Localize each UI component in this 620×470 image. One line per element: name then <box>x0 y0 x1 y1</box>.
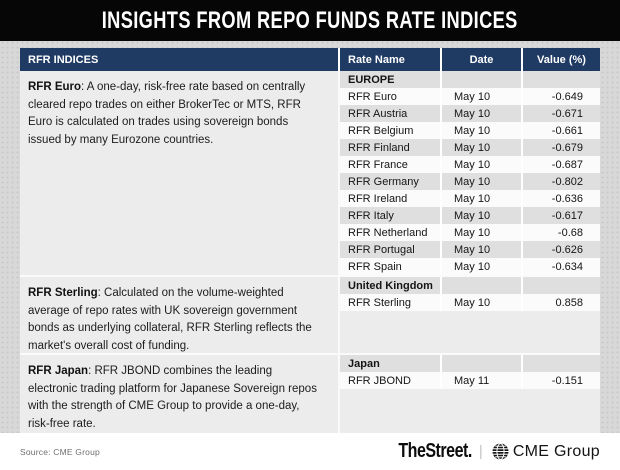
section-united-kingdom: RFR Sterling: Calculated on the volume-w… <box>20 275 600 353</box>
date-cell: May 10 <box>440 156 521 173</box>
group-label: United Kingdom <box>348 279 433 292</box>
rate-name-cell: RFR Portugal <box>348 243 415 256</box>
empty-filler <box>340 311 600 353</box>
rfr-indices-table: RFR INDICES Rate Name Date Value (%) RFR… <box>20 48 600 433</box>
value-cell: -0.802 <box>521 173 600 190</box>
date-cell: May 10 <box>440 294 521 311</box>
value-cell: 0.858 <box>521 294 600 311</box>
column-header-date: Date <box>440 48 521 71</box>
group-value-cell <box>521 277 600 294</box>
title-banner: INSIGHTS FROM REPO FUNDS RATE INDICES <box>0 0 620 41</box>
value-cell: -0.649 <box>521 88 600 105</box>
group-label: Japan <box>348 357 380 370</box>
footer-logos: TheStreet. | CME Group <box>380 440 600 463</box>
date-cell: May 10 <box>440 224 521 241</box>
column-header-value: Value (%) <box>521 48 600 71</box>
group-header-row-uk: United Kingdom <box>340 277 600 294</box>
table-row: RFR Spain May 10 -0.634 <box>340 258 600 275</box>
page-title: INSIGHTS FROM REPO FUNDS RATE INDICES <box>101 6 519 34</box>
rate-name-cell: RFR Finland <box>348 141 410 154</box>
description-rfr-japan: RFR Japan: RFR JBOND combines the leadin… <box>20 355 338 433</box>
source-note: Source: CME Group <box>20 446 100 457</box>
date-cell: May 10 <box>440 241 521 258</box>
date-cell: May 10 <box>440 122 521 139</box>
value-cell: -0.151 <box>521 372 600 389</box>
table-row: RFR Germany May 10 -0.802 <box>340 173 600 190</box>
logo-separator: | <box>478 443 483 460</box>
value-cell: -0.634 <box>521 258 600 275</box>
description-rfr-sterling: RFR Sterling: Calculated on the volume-w… <box>20 277 338 353</box>
column-header-rfr-indices: RFR INDICES <box>20 48 338 71</box>
date-cell: May 10 <box>440 258 521 275</box>
group-value-cell <box>521 71 600 88</box>
group-value-cell <box>521 355 600 372</box>
table-area: RFR INDICES Rate Name Date Value (%) RFR… <box>0 41 620 433</box>
rate-name-cell: RFR JBOND <box>348 374 411 387</box>
table-row: RFR Netherland May 10 -0.68 <box>340 224 600 241</box>
description-label-rfr-euro: RFR Euro <box>28 81 82 93</box>
table-row: RFR France May 10 -0.687 <box>340 156 600 173</box>
table-row: RFR Italy May 10 -0.617 <box>340 207 600 224</box>
value-cell: -0.661 <box>521 122 600 139</box>
group-header-row-japan: Japan <box>340 355 600 372</box>
description-text-rfr-sterling: : Calculated on the volume-weighted aver… <box>28 287 312 352</box>
table-row: RFR Euro May 10 -0.649 <box>340 88 600 105</box>
thestreet-logo: TheStreet. <box>398 440 472 462</box>
rate-name-cell: RFR Sterling <box>348 296 411 309</box>
rate-name-cell: RFR Germany <box>348 175 419 188</box>
rate-name-cell: RFR Ireland <box>348 192 408 205</box>
rate-name-cell: RFR Euro <box>348 90 397 103</box>
date-cell: May 10 <box>440 88 521 105</box>
rate-name-cell: RFR Italy <box>348 209 394 222</box>
footer: Source: CME Group TheStreet. | CME <box>0 433 620 470</box>
section-europe: RFR Euro: A one-day, risk-free rate base… <box>20 71 600 275</box>
date-cell: May 10 <box>440 207 521 224</box>
description-text-rfr-japan: : RFR JBOND combines the leading electro… <box>28 365 317 430</box>
rate-name-cell: RFR France <box>348 158 408 171</box>
group-label: EUROPE <box>348 73 395 86</box>
value-cell: -0.68 <box>521 224 600 241</box>
section-japan: RFR Japan: RFR JBOND combines the leadin… <box>20 353 600 433</box>
rows-europe: EUROPE RFR Euro May 10 -0.649 RFR Austri… <box>338 71 600 275</box>
rate-name-cell: RFR Netherland <box>348 226 428 239</box>
globe-icon <box>492 443 509 460</box>
date-cell: May 10 <box>440 190 521 207</box>
table-row: RFR Belgium May 10 -0.661 <box>340 122 600 139</box>
date-cell: May 10 <box>440 139 521 156</box>
group-date-cell <box>440 355 521 372</box>
table-row: RFR Portugal May 10 -0.626 <box>340 241 600 258</box>
description-text-rfr-euro: : A one-day, risk-free rate based on cen… <box>28 81 306 146</box>
value-cell: -0.626 <box>521 241 600 258</box>
rate-name-cell: RFR Spain <box>348 260 402 273</box>
value-cell: -0.617 <box>521 207 600 224</box>
column-header-rate-name: Rate Name <box>338 48 440 71</box>
cme-group-logo: CME Group <box>512 442 600 460</box>
table-header-row: RFR INDICES Rate Name Date Value (%) <box>20 48 600 71</box>
group-date-cell <box>440 277 521 294</box>
description-label-rfr-sterling: RFR Sterling <box>28 287 98 299</box>
value-cell: -0.687 <box>521 156 600 173</box>
table-row: RFR JBOND May 11 -0.151 <box>340 372 600 389</box>
rows-united-kingdom: United Kingdom RFR Sterling May 10 0.858 <box>338 277 600 353</box>
empty-filler <box>340 389 600 433</box>
table-row: RFR Finland May 10 -0.679 <box>340 139 600 156</box>
rows-japan: Japan RFR JBOND May 11 -0.151 <box>338 355 600 433</box>
group-date-cell <box>440 71 521 88</box>
table-row: RFR Austria May 10 -0.671 <box>340 105 600 122</box>
rate-name-cell: RFR Austria <box>348 107 408 120</box>
value-cell: -0.679 <box>521 139 600 156</box>
table-row: RFR Sterling May 10 0.858 <box>340 294 600 311</box>
group-header-row-europe: EUROPE <box>340 71 600 88</box>
table-row: RFR Ireland May 10 -0.636 <box>340 190 600 207</box>
value-cell: -0.671 <box>521 105 600 122</box>
date-cell: May 11 <box>440 372 521 389</box>
description-label-rfr-japan: RFR Japan <box>28 365 89 377</box>
value-cell: -0.636 <box>521 190 600 207</box>
date-cell: May 10 <box>440 173 521 190</box>
date-cell: May 10 <box>440 105 521 122</box>
rate-name-cell: RFR Belgium <box>348 124 414 137</box>
description-rfr-euro: RFR Euro: A one-day, risk-free rate base… <box>20 71 338 275</box>
